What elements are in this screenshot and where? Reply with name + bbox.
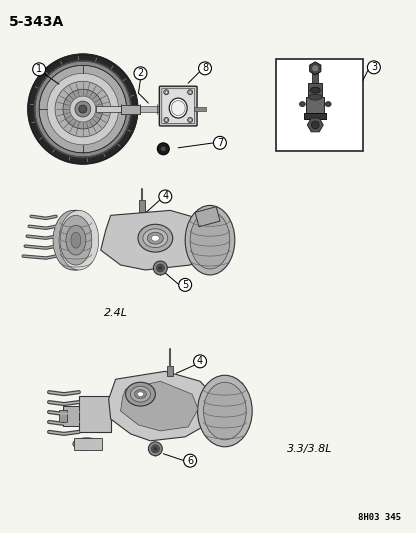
Circle shape [189, 91, 191, 93]
Ellipse shape [126, 382, 155, 406]
Bar [306, 97, 324, 113]
Text: 2: 2 [137, 68, 144, 78]
Ellipse shape [59, 211, 99, 270]
Bar [121, 104, 141, 114]
Bar [275, 59, 363, 151]
Polygon shape [109, 372, 215, 441]
Ellipse shape [308, 94, 322, 100]
Ellipse shape [147, 232, 163, 244]
Circle shape [39, 66, 126, 153]
Circle shape [70, 96, 96, 122]
Text: 5: 5 [182, 280, 188, 290]
Ellipse shape [190, 212, 230, 269]
Text: 1: 1 [36, 64, 42, 74]
Ellipse shape [71, 232, 81, 248]
Ellipse shape [73, 438, 101, 450]
Circle shape [183, 454, 197, 467]
Text: 3: 3 [371, 62, 377, 72]
Bar [96, 106, 121, 112]
Text: 4: 4 [197, 357, 203, 366]
Circle shape [75, 101, 91, 117]
Ellipse shape [310, 87, 320, 93]
Bar [141, 106, 170, 112]
Circle shape [159, 190, 172, 203]
Text: 8: 8 [202, 63, 208, 74]
Circle shape [158, 266, 162, 270]
Ellipse shape [60, 215, 92, 265]
Bar [308, 83, 322, 97]
Circle shape [311, 121, 319, 129]
Ellipse shape [203, 382, 246, 440]
Text: 3.3/3.8L: 3.3/3.8L [287, 444, 333, 454]
Ellipse shape [66, 225, 86, 255]
Text: 2.4L: 2.4L [104, 308, 128, 318]
Circle shape [156, 264, 164, 272]
Text: 8H03 345: 8H03 345 [358, 513, 401, 522]
Circle shape [151, 445, 159, 453]
Circle shape [161, 147, 165, 151]
Circle shape [55, 81, 111, 137]
Bar [79, 396, 111, 432]
Bar [63, 406, 79, 426]
Circle shape [165, 119, 168, 121]
Bar [59, 410, 67, 422]
FancyBboxPatch shape [159, 86, 197, 126]
Ellipse shape [151, 235, 159, 241]
Polygon shape [121, 381, 198, 431]
Text: 6: 6 [187, 456, 193, 466]
Circle shape [213, 136, 226, 149]
Circle shape [63, 89, 103, 129]
Bar [195, 207, 220, 227]
Circle shape [179, 278, 192, 292]
Bar [170, 108, 190, 110]
Circle shape [28, 54, 137, 164]
Bar [305, 113, 326, 119]
Circle shape [164, 90, 169, 95]
Text: 5-343A: 5-343A [9, 15, 64, 29]
Ellipse shape [325, 102, 331, 107]
Circle shape [47, 74, 119, 145]
Circle shape [193, 355, 206, 368]
Ellipse shape [198, 375, 252, 447]
Circle shape [165, 91, 168, 93]
Circle shape [188, 117, 193, 123]
Ellipse shape [300, 102, 305, 107]
Circle shape [154, 447, 157, 451]
Circle shape [312, 65, 319, 72]
Circle shape [188, 90, 193, 95]
Ellipse shape [137, 392, 144, 397]
Bar [74, 438, 102, 450]
Circle shape [33, 63, 46, 76]
Bar [194, 107, 206, 111]
Ellipse shape [171, 101, 185, 116]
Polygon shape [307, 118, 323, 132]
Circle shape [189, 119, 191, 121]
Circle shape [134, 67, 147, 80]
Polygon shape [310, 62, 321, 75]
Bar [139, 200, 146, 212]
Text: 7: 7 [217, 138, 223, 148]
Ellipse shape [169, 98, 187, 118]
Circle shape [154, 261, 167, 275]
Bar [167, 366, 173, 376]
Ellipse shape [131, 386, 151, 402]
Circle shape [79, 105, 87, 113]
Circle shape [157, 143, 169, 155]
Circle shape [149, 442, 162, 456]
Ellipse shape [134, 390, 146, 399]
Text: 4: 4 [162, 191, 168, 201]
Circle shape [198, 62, 211, 75]
Bar [312, 72, 318, 84]
Circle shape [164, 117, 169, 123]
Polygon shape [101, 211, 215, 270]
Circle shape [34, 60, 131, 158]
FancyBboxPatch shape [162, 88, 195, 124]
Ellipse shape [53, 211, 93, 270]
Ellipse shape [185, 205, 235, 275]
Ellipse shape [56, 211, 96, 270]
Ellipse shape [138, 224, 173, 252]
Circle shape [367, 61, 380, 74]
Ellipse shape [143, 229, 168, 248]
